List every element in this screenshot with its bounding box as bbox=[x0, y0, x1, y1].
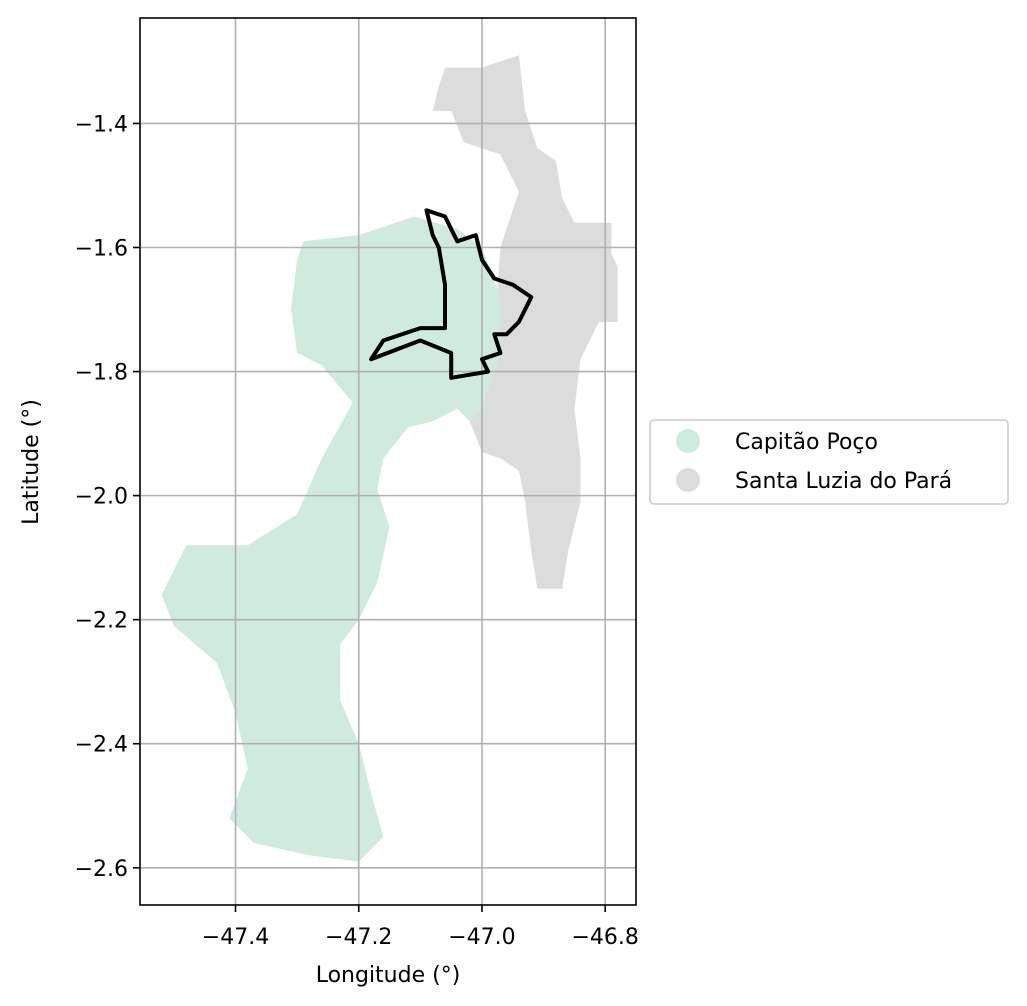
outline-layer bbox=[369, 208, 534, 380]
legend-marker-capitao-poco bbox=[676, 429, 700, 453]
regions-layer bbox=[161, 55, 618, 862]
legend-marker-santa-luzia bbox=[676, 468, 700, 492]
x-tick-label: −46.8 bbox=[571, 925, 638, 950]
y-tick-label: −1.6 bbox=[75, 237, 128, 262]
y-tick-label: −1.4 bbox=[75, 112, 128, 137]
region-capitao-poco bbox=[161, 216, 501, 862]
y-tick-label: −1.8 bbox=[75, 361, 128, 386]
legend-entry-santa-luzia: Santa Luzia do Pará bbox=[735, 469, 952, 494]
x-axis-ticks: −47.4 −47.2 −47.0 −46.8 bbox=[202, 905, 639, 950]
y-tick-label: −2.2 bbox=[75, 609, 128, 634]
legend-frame bbox=[649, 419, 1009, 505]
y-tick-label: −2.4 bbox=[75, 733, 128, 758]
x-tick-label: −47.4 bbox=[202, 925, 269, 950]
area-outline bbox=[369, 208, 534, 380]
y-tick-label: −2.0 bbox=[75, 485, 128, 510]
grid-layer bbox=[140, 18, 636, 905]
y-tick-label: −2.6 bbox=[75, 857, 128, 882]
region-santa-luzia-do-para bbox=[432, 55, 618, 589]
plot-frame bbox=[139, 17, 637, 906]
x-tick-label: −47.2 bbox=[325, 925, 392, 950]
legend: Capitão Poço Santa Luzia do Pará bbox=[649, 419, 1009, 505]
legend-entry-capitao-poco: Capitão Poço bbox=[735, 430, 878, 455]
y-axis-ticks: −2.6 −2.4 −2.2 −2.0 −1.8 −1.6 −1.4 bbox=[75, 112, 140, 882]
x-axis-label: Longitude (°) bbox=[316, 963, 461, 988]
x-tick-label: −47.0 bbox=[448, 925, 515, 950]
y-axis-label: Latitude (°) bbox=[19, 399, 44, 525]
